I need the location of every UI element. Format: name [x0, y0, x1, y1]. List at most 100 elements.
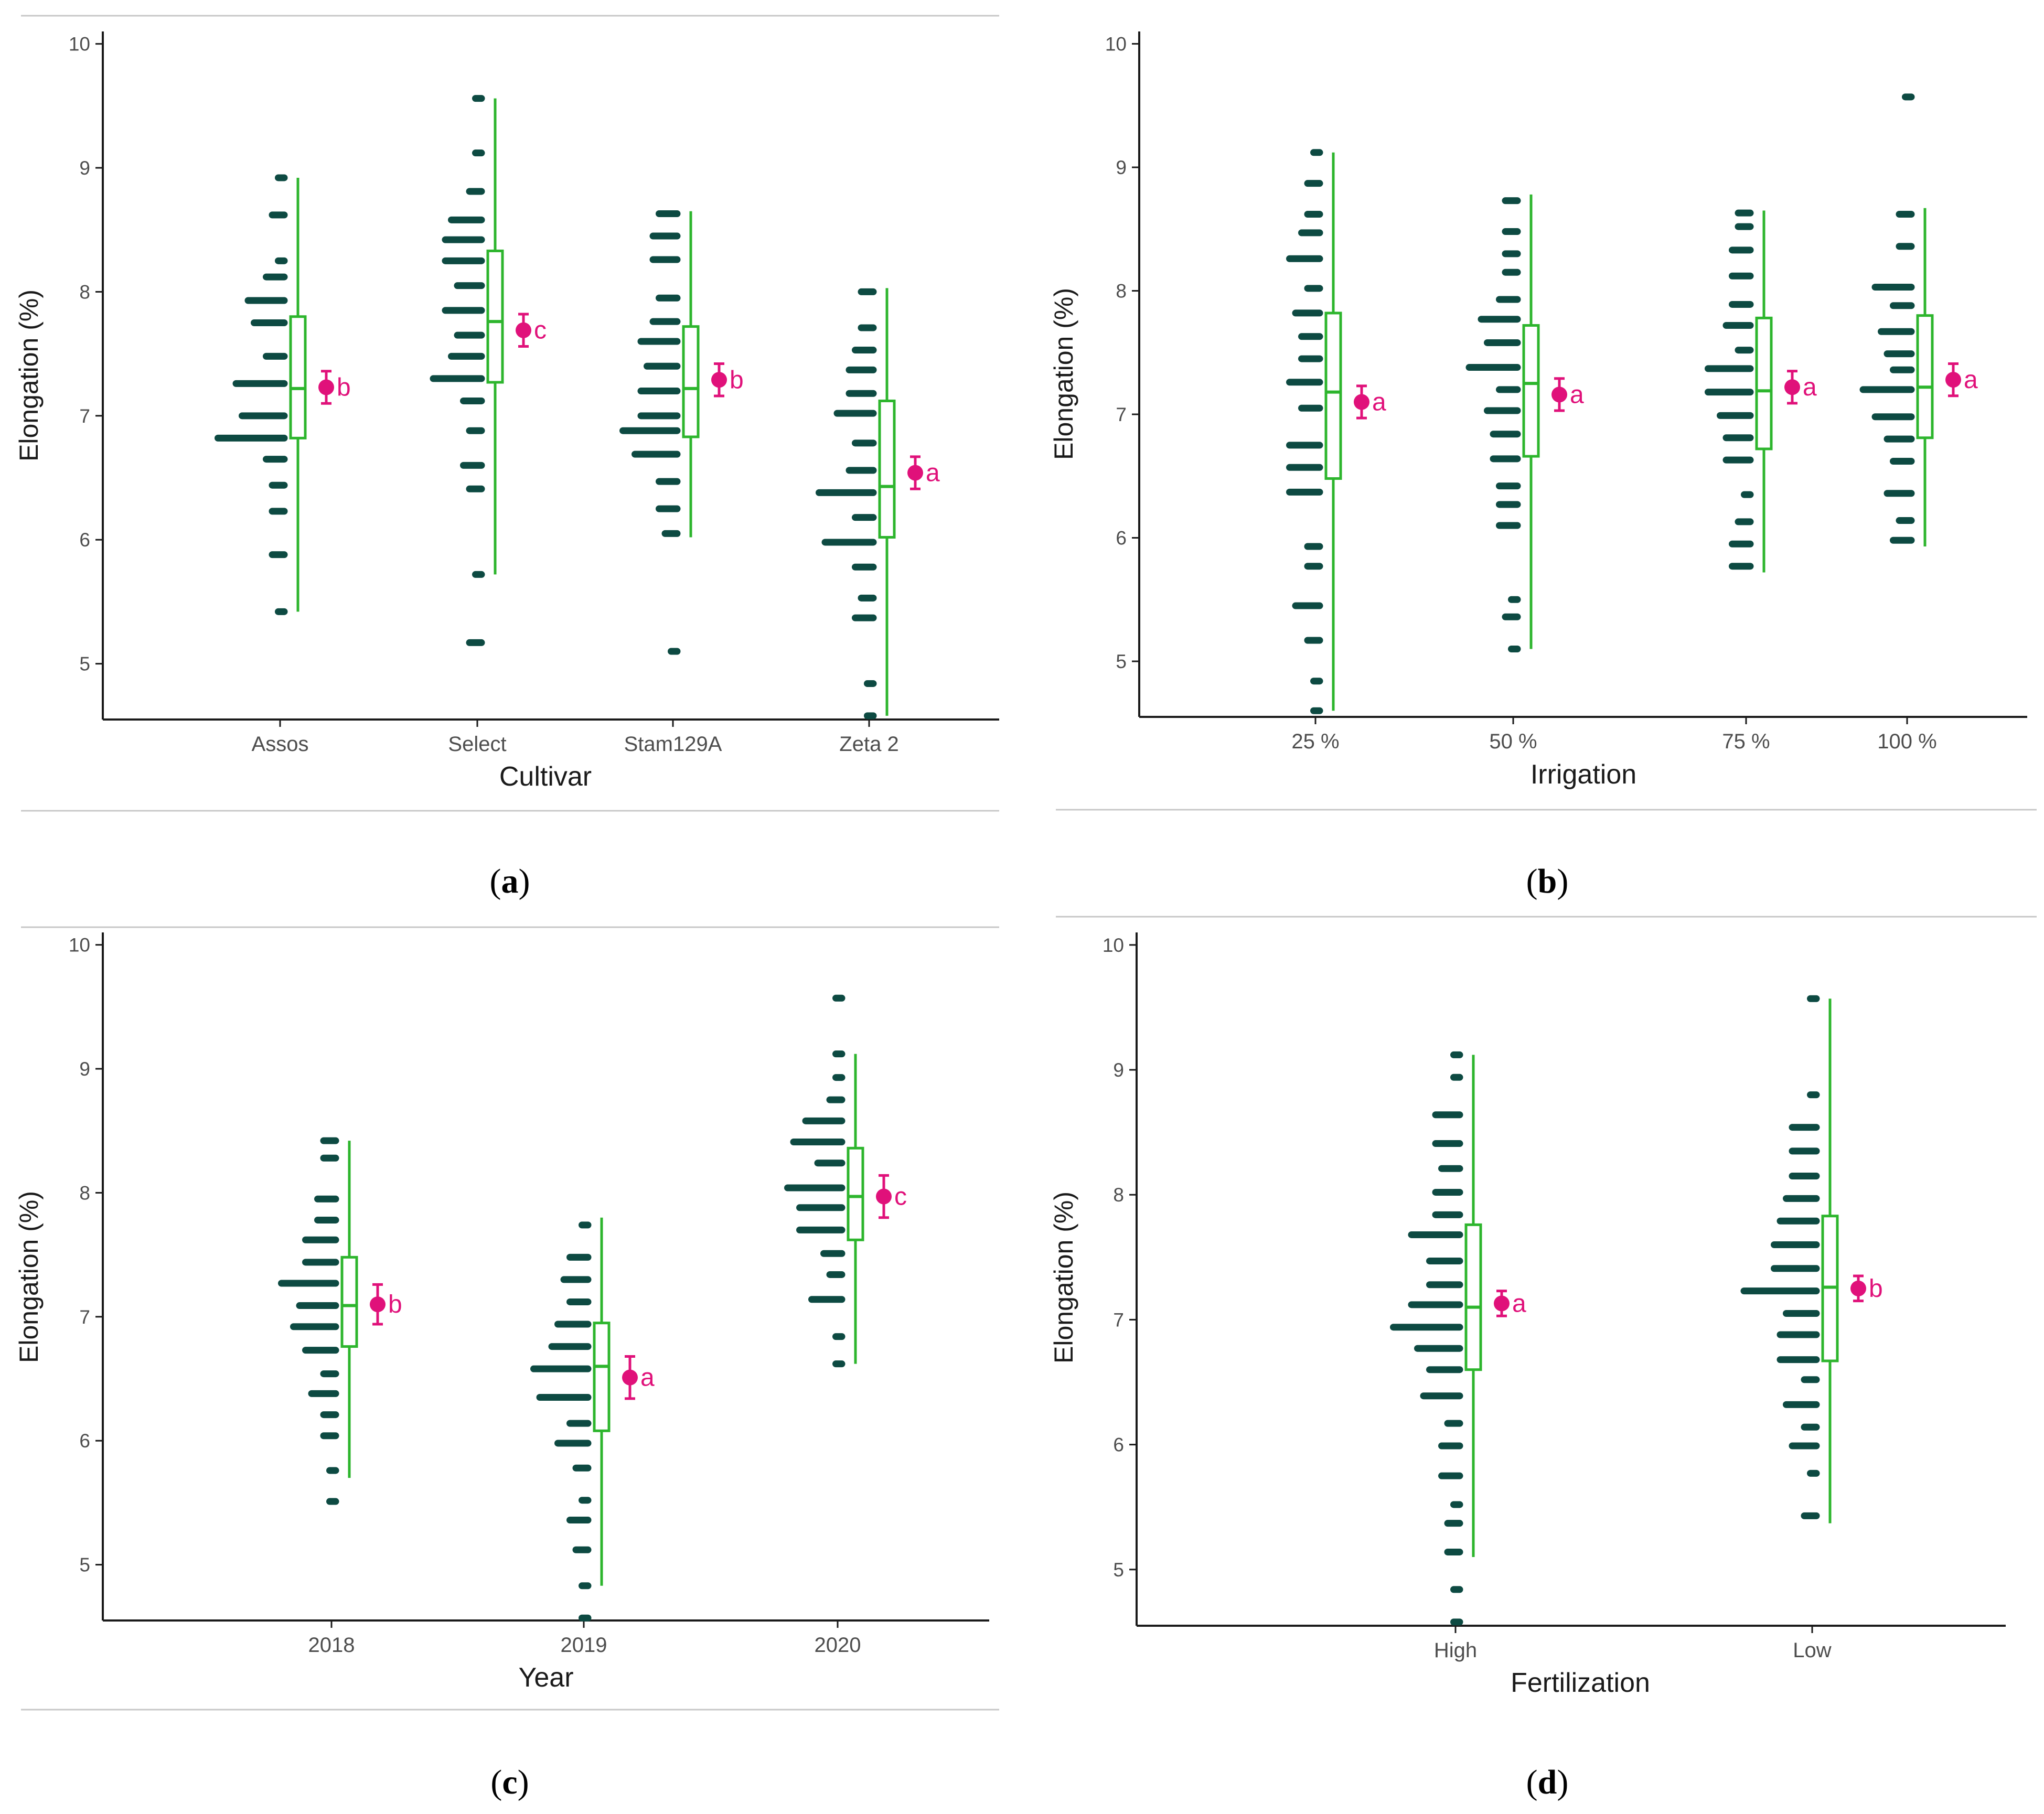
x-axis-title: Fertilization — [1511, 1668, 1650, 1698]
mean-point — [711, 372, 727, 388]
y-tick-label: 6 — [1113, 1434, 1124, 1456]
x-tick-label: 75 % — [1722, 730, 1770, 753]
box-iqr — [682, 325, 700, 438]
y-tick-label: 10 — [69, 34, 90, 55]
panel-label: (c) — [490, 1763, 529, 1801]
significance-letter: a — [1512, 1290, 1526, 1317]
box-iqr — [1324, 312, 1342, 480]
mean-point — [1551, 387, 1567, 403]
box-iqr — [1464, 1223, 1482, 1371]
y-tick-label: 10 — [1103, 935, 1124, 956]
y-tick-label: 5 — [79, 1554, 90, 1576]
mean-point — [907, 465, 923, 481]
y-axis-title: Elongation (%) — [1049, 1192, 1078, 1364]
mean-point — [876, 1188, 892, 1205]
group-50-: 50 % a — [1465, 194, 1584, 753]
x-tick-label: Select — [448, 733, 506, 756]
y-tick-label: 6 — [1116, 528, 1127, 549]
y-tick-label: 9 — [79, 157, 90, 179]
x-tick-label: 2020 — [815, 1634, 861, 1657]
x-axis-title: Irrigation — [1531, 759, 1636, 790]
x-tick-label: 25 % — [1291, 730, 1339, 753]
group-2019: 2019 a — [530, 1217, 655, 1657]
y-tick-label: 10 — [69, 935, 90, 956]
mean-point — [318, 379, 334, 395]
y-axis-title: Elongation (%) — [1049, 288, 1078, 460]
x-tick-label: Low — [1793, 1639, 1831, 1662]
y-tick-label: 7 — [1113, 1309, 1124, 1330]
mean-point — [516, 322, 531, 338]
mean-point — [1784, 379, 1800, 395]
mean-point — [622, 1369, 638, 1386]
y-axis-title: Elongation (%) — [14, 289, 44, 461]
box-iqr — [847, 1146, 864, 1241]
x-tick-label: 50 % — [1489, 730, 1537, 753]
y-tick-label: 7 — [1116, 404, 1127, 425]
x-axis-title: Year — [518, 1662, 573, 1693]
significance-letter: b — [388, 1291, 402, 1318]
group-100-: 100 % a — [1859, 93, 1978, 753]
panel-label: (a) — [490, 862, 530, 900]
y-tick-label: 6 — [79, 529, 90, 551]
y-tick-label: 5 — [79, 653, 90, 675]
y-tick-label: 8 — [79, 1182, 90, 1204]
box-iqr — [1755, 316, 1773, 450]
significance-letter: c — [894, 1183, 907, 1211]
box-iqr — [878, 399, 896, 539]
group-75-: 75 % a — [1705, 209, 1817, 753]
y-axis-title: Elongation (%) — [14, 1191, 44, 1363]
group-low: Low b — [1740, 995, 1883, 1662]
y-tick-label: 10 — [1105, 34, 1127, 55]
x-tick-label: 100 % — [1877, 730, 1936, 753]
y-tick-label: 5 — [1113, 1559, 1124, 1581]
significance-letter: a — [1803, 373, 1817, 401]
significance-letter: a — [926, 459, 940, 487]
group-assos: Assos b — [215, 174, 351, 756]
chart-panel-d: 5 6 7 8 9 10 Elongation (%) Fertilization (d) Hig… — [1049, 916, 2037, 1801]
significance-letter: a — [1570, 381, 1584, 409]
box-iqr — [1916, 314, 1934, 439]
y-tick-label: 7 — [79, 1306, 90, 1328]
x-tick-label: Stam129A — [624, 733, 722, 756]
y-tick-label: 8 — [1113, 1184, 1124, 1206]
significance-letter: b — [730, 366, 744, 394]
panel-label: (b) — [1526, 862, 1569, 900]
y-tick-label: 8 — [1116, 281, 1127, 302]
mean-point — [1494, 1295, 1510, 1312]
y-tick-label: 6 — [79, 1430, 90, 1452]
group-zeta-2: Zeta 2 a — [816, 288, 940, 756]
mean-point — [1945, 372, 1961, 388]
significance-letter: c — [534, 317, 547, 345]
x-tick-label: 2019 — [561, 1634, 607, 1657]
y-tick-label: 8 — [79, 281, 90, 303]
y-tick-label: 7 — [79, 405, 90, 427]
group-stam129a: Stam129A b — [619, 210, 744, 756]
significance-letter: b — [337, 373, 351, 401]
significance-letter: a — [1372, 388, 1386, 416]
group-2020: 2020 c — [784, 994, 907, 1657]
group-2018: 2018 b — [278, 1137, 402, 1657]
x-tick-label: Zeta 2 — [839, 733, 898, 756]
group-high: High a — [1390, 1051, 1526, 1662]
mean-point — [1850, 1280, 1866, 1296]
x-tick-label: Assos — [252, 733, 309, 756]
y-tick-label: 5 — [1116, 651, 1127, 672]
box-iqr — [486, 249, 504, 384]
x-tick-label: 2018 — [308, 1634, 355, 1657]
significance-letter: a — [1964, 366, 1978, 394]
group-25-: 25 % a — [1286, 149, 1386, 753]
chart-panel-a: 5 6 7 8 9 10 Elongation (%) Cultivar (a) Assos b Se… — [14, 15, 999, 900]
y-tick-label: 9 — [79, 1058, 90, 1080]
y-tick-label: 9 — [1113, 1059, 1124, 1081]
significance-letter: b — [1869, 1275, 1883, 1303]
box-iqr — [340, 1255, 358, 1348]
x-axis-title: Cultivar — [499, 761, 592, 792]
group-select: Select c — [430, 95, 547, 756]
x-tick-label: High — [1434, 1639, 1477, 1662]
box-iqr — [593, 1322, 611, 1432]
panel-label: (d) — [1526, 1763, 1569, 1801]
box-iqr — [289, 315, 307, 439]
